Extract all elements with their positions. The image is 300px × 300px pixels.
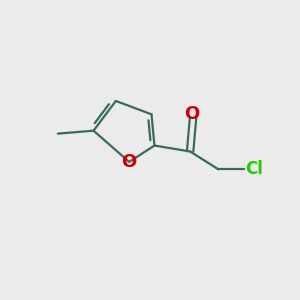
Text: O: O xyxy=(184,105,199,123)
Text: O: O xyxy=(122,153,137,171)
Text: Cl: Cl xyxy=(245,160,263,178)
